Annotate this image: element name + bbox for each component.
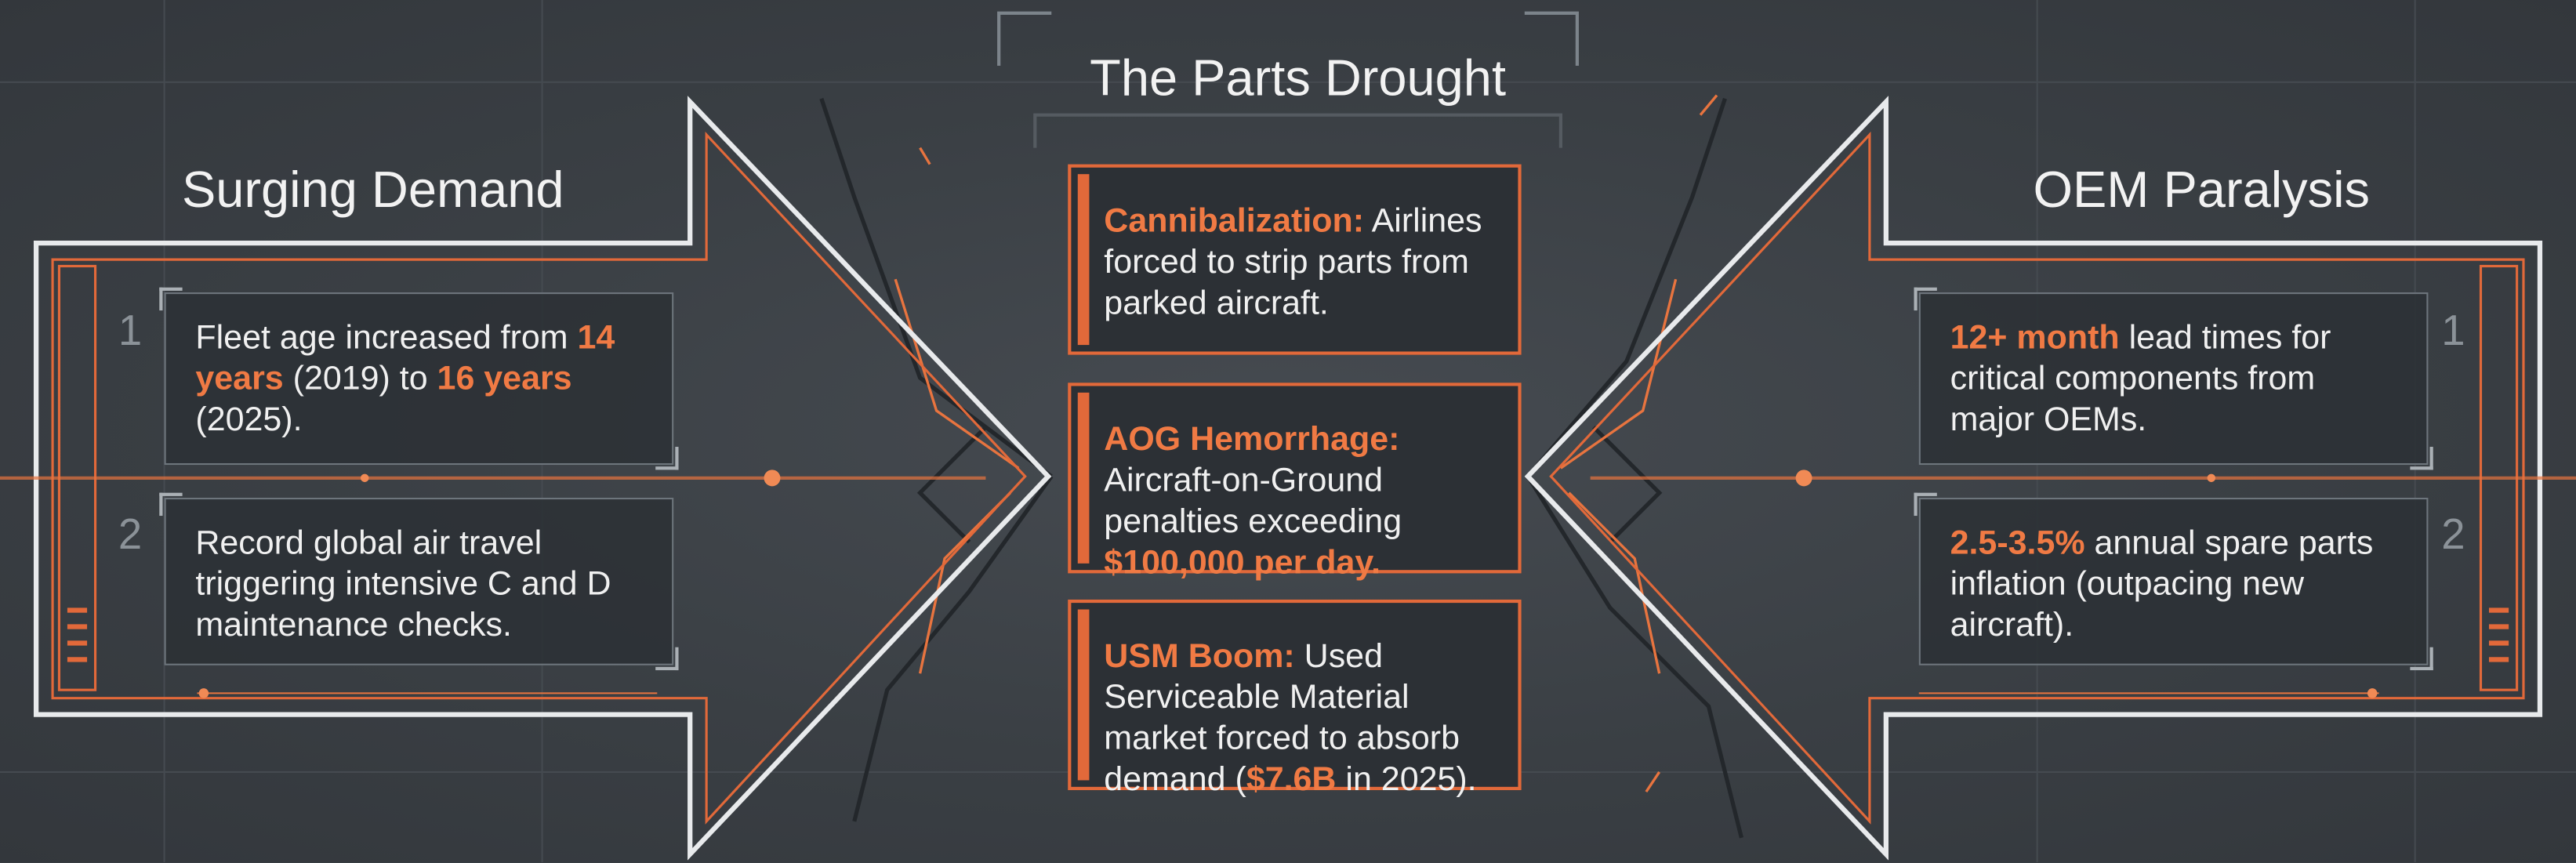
spark bbox=[920, 148, 931, 165]
text-segment: in 2025). bbox=[1336, 760, 1476, 798]
text-segment: Aircraft-on-Ground penalties exceeding bbox=[1104, 462, 1402, 541]
tick bbox=[67, 607, 87, 612]
highlight: 12+ month bbox=[1950, 319, 2120, 357]
spark bbox=[1646, 772, 1660, 792]
node bbox=[2367, 688, 2378, 698]
spark bbox=[1700, 96, 1717, 115]
crack bbox=[1528, 99, 1725, 477]
node bbox=[764, 470, 781, 486]
drought-card: USM Boom: Used Serviceable Material mark… bbox=[1068, 600, 1521, 790]
highlight: 16 years bbox=[437, 360, 572, 397]
tick bbox=[67, 624, 87, 629]
tick bbox=[67, 640, 87, 645]
item-number: 1 bbox=[118, 306, 142, 357]
left-title: Surging Demand bbox=[182, 161, 564, 219]
right-title: OEM Paralysis bbox=[2033, 161, 2370, 219]
tick bbox=[67, 657, 87, 662]
drought-card: Cannibalization: Airlines forced to stri… bbox=[1068, 165, 1521, 355]
frame-corner bbox=[999, 13, 1051, 66]
highlight: 2.5-3.5% bbox=[1950, 524, 2085, 562]
crack bbox=[1594, 427, 1660, 542]
tick bbox=[2489, 657, 2509, 662]
frame-corner bbox=[1525, 13, 1577, 66]
frame-edge bbox=[1035, 115, 1561, 148]
item-number: 2 bbox=[2441, 509, 2465, 560]
item-number: 2 bbox=[118, 509, 142, 560]
node bbox=[1796, 470, 1812, 486]
drought-card: AOG Hemorrhage: Aircraft-on-Ground penal… bbox=[1068, 383, 1521, 573]
page: The Parts Drought { "title": "The Parts … bbox=[0, 0, 2576, 863]
main-title: The Parts Drought bbox=[1090, 49, 1506, 108]
tick bbox=[2489, 607, 2509, 612]
tick bbox=[2489, 640, 2509, 645]
text-segment: Record global air travel triggering inte… bbox=[195, 524, 611, 644]
oem-card: 12+ month lead times for critical compon… bbox=[1919, 292, 2429, 465]
crack bbox=[822, 99, 1051, 477]
highlight: Cannibalization: bbox=[1104, 202, 1364, 240]
crack bbox=[920, 493, 1010, 674]
highlight: AOG Hemorrhage: bbox=[1104, 420, 1399, 458]
demand-card: Fleet age increased from 14 years (2019)… bbox=[165, 292, 674, 465]
infographic: The Parts Drought Surging Demand OEM Par… bbox=[0, 0, 2576, 862]
text-segment: Fleet age increased from bbox=[195, 319, 577, 357]
node bbox=[361, 474, 368, 482]
text-segment: (2025). bbox=[195, 401, 302, 438]
tick bbox=[2489, 624, 2509, 629]
demand-card: Record global air travel triggering inte… bbox=[165, 498, 674, 665]
node bbox=[2208, 474, 2215, 482]
highlight: $100,000 per day. bbox=[1104, 544, 1381, 582]
body: The Parts Drought Surging Demand OEM Par… bbox=[0, 0, 2576, 863]
node bbox=[199, 688, 209, 698]
text-segment: (2019) to bbox=[284, 360, 437, 397]
crack bbox=[1528, 477, 1741, 838]
highlight: USM Boom: bbox=[1104, 637, 1294, 675]
oem-card: 2.5-3.5% annual spare parts inflation (o… bbox=[1919, 498, 2429, 665]
highlight: $7.6B bbox=[1246, 760, 1337, 798]
crack bbox=[920, 427, 986, 542]
item-number: 1 bbox=[2441, 306, 2465, 357]
